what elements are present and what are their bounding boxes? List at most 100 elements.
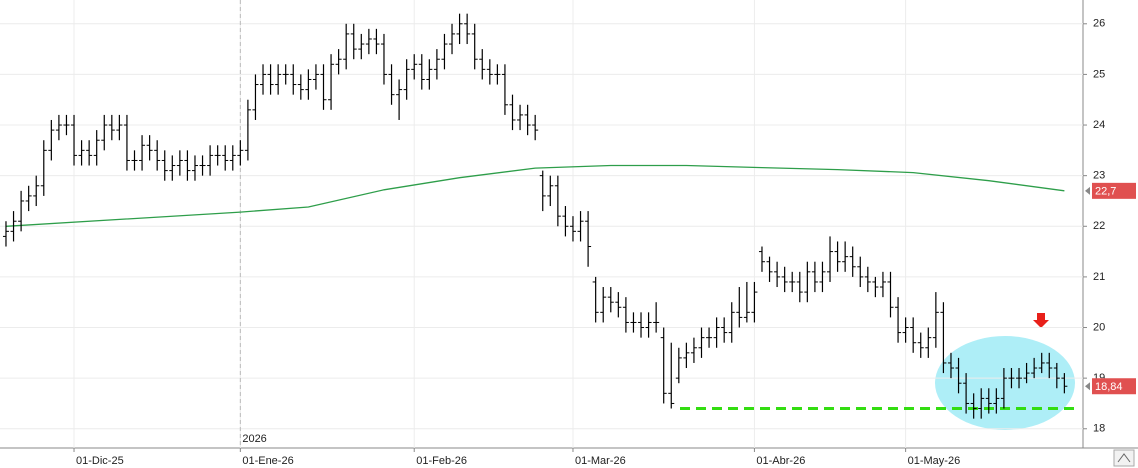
last-value-label: 18,84 xyxy=(1095,381,1123,393)
ohlc-bar xyxy=(592,276,599,323)
ohlc-bar xyxy=(758,246,765,272)
ohlc-bar xyxy=(917,332,924,358)
ohlc-bar xyxy=(569,216,576,242)
settings-button[interactable] xyxy=(1113,449,1135,467)
ohlc-bar xyxy=(78,140,85,166)
ohlc-bar xyxy=(380,33,387,85)
ohlc-bar xyxy=(441,33,448,70)
ohlc-bar xyxy=(819,261,826,293)
ohlc-bar xyxy=(645,312,652,338)
ohlc-bar xyxy=(169,155,176,181)
ohlc-bar xyxy=(40,140,47,196)
ohlc-bar xyxy=(1023,362,1030,384)
ohlc-bar xyxy=(244,99,251,161)
ohlc-bar xyxy=(910,317,917,353)
ohlc-bar xyxy=(1038,352,1045,374)
ohlc-bar xyxy=(426,59,433,90)
ohlc-bar xyxy=(796,271,803,303)
ohlc-bar xyxy=(842,241,849,272)
ohlc-bar xyxy=(622,297,629,333)
ohlc-bar xyxy=(252,74,259,120)
ohlc-bar xyxy=(214,145,221,166)
ohlc-bar xyxy=(963,373,970,414)
ohlc-bar xyxy=(108,114,115,141)
ohlc-bar xyxy=(751,281,758,323)
ohlc-bar xyxy=(229,145,236,171)
ohlc-bar xyxy=(297,74,304,100)
ohlc-bar xyxy=(10,211,17,242)
ohlc-bar xyxy=(698,327,705,358)
ohlc-bar xyxy=(638,312,645,338)
ohlc-bar xyxy=(267,64,274,95)
ohlc-bar xyxy=(1061,373,1068,394)
ohlc-bar xyxy=(191,155,198,181)
ohlc-bar xyxy=(577,211,584,242)
ohlc-bar xyxy=(857,256,864,288)
y-tick-label: 22 xyxy=(1093,220,1105,232)
ohlc-bar xyxy=(365,28,372,55)
ohlc-bar xyxy=(93,130,100,166)
ohlc-bar xyxy=(774,261,781,288)
ohlc-bar xyxy=(403,59,410,100)
x-tick-label: 01-May-26 xyxy=(908,455,961,467)
ohlc-bar xyxy=(101,114,108,151)
ohlc-bar xyxy=(184,150,191,181)
ohlc-bar xyxy=(350,23,357,60)
ohlc-bar xyxy=(668,342,675,409)
ohlc-bar xyxy=(713,317,720,348)
ohlc-bar xyxy=(456,13,463,45)
ohlc-bar xyxy=(1053,362,1060,389)
ohlc-bar xyxy=(902,317,909,343)
ohlc-bar xyxy=(925,327,932,358)
ohlc-bar xyxy=(675,347,682,384)
ohlc-bar xyxy=(275,64,282,95)
ohlc-bar xyxy=(154,140,161,171)
ohlc-bar xyxy=(879,271,886,298)
ohlc-bar xyxy=(683,342,690,369)
ohlc-bar xyxy=(260,64,267,95)
x-tick-label: 01-Ene-26 xyxy=(242,455,293,467)
ohlc-bar xyxy=(373,28,380,55)
ohlc-bar xyxy=(993,388,1000,414)
ohlc-bar xyxy=(494,64,501,85)
y-tick-label: 20 xyxy=(1093,321,1105,333)
highlight-ellipse xyxy=(935,336,1075,430)
last-value-box xyxy=(1092,378,1136,395)
ohlc-bar xyxy=(562,206,569,237)
ohlc-bar xyxy=(63,114,70,136)
y-tick-label: 24 xyxy=(1093,119,1105,131)
ohlc-bar xyxy=(161,150,168,181)
ohlc-bar xyxy=(312,64,319,90)
arrow-marker xyxy=(1033,313,1049,328)
last-value-pointer xyxy=(1085,382,1090,391)
ohlc-bar xyxy=(872,276,879,298)
x-tick-label: 01-Abr-26 xyxy=(756,455,805,467)
ohlc-bar xyxy=(139,135,146,171)
ohlc-bar xyxy=(237,140,244,166)
x-tick-label: 01-Dic-25 xyxy=(76,455,124,467)
button-icon xyxy=(1117,453,1131,463)
ohlc-bar xyxy=(396,79,403,120)
ohlc-bar xyxy=(433,49,440,80)
ohlc-bar xyxy=(1000,368,1007,409)
ohlc-bar xyxy=(123,114,130,171)
ohlc-bar xyxy=(358,33,365,60)
ohlc-bar xyxy=(449,23,456,55)
ohlc-bar xyxy=(86,140,93,166)
ohlc-bar xyxy=(970,393,977,419)
x-tick-label: 01-Feb-26 xyxy=(416,455,467,467)
y-tick-label: 23 xyxy=(1093,170,1105,182)
ohlc-bar xyxy=(176,150,183,176)
ohlc-bar xyxy=(48,119,55,161)
ohlc-bar xyxy=(827,236,834,282)
ohlc-bar xyxy=(955,357,962,394)
y-tick-label: 25 xyxy=(1093,68,1105,80)
ohlc-bar xyxy=(517,104,524,131)
ohlc-bar xyxy=(706,327,713,348)
ohlc-bar xyxy=(728,302,735,343)
ohlc-bar xyxy=(486,59,493,85)
ohlc-bar xyxy=(895,297,902,343)
ohlc-bar xyxy=(305,69,312,100)
